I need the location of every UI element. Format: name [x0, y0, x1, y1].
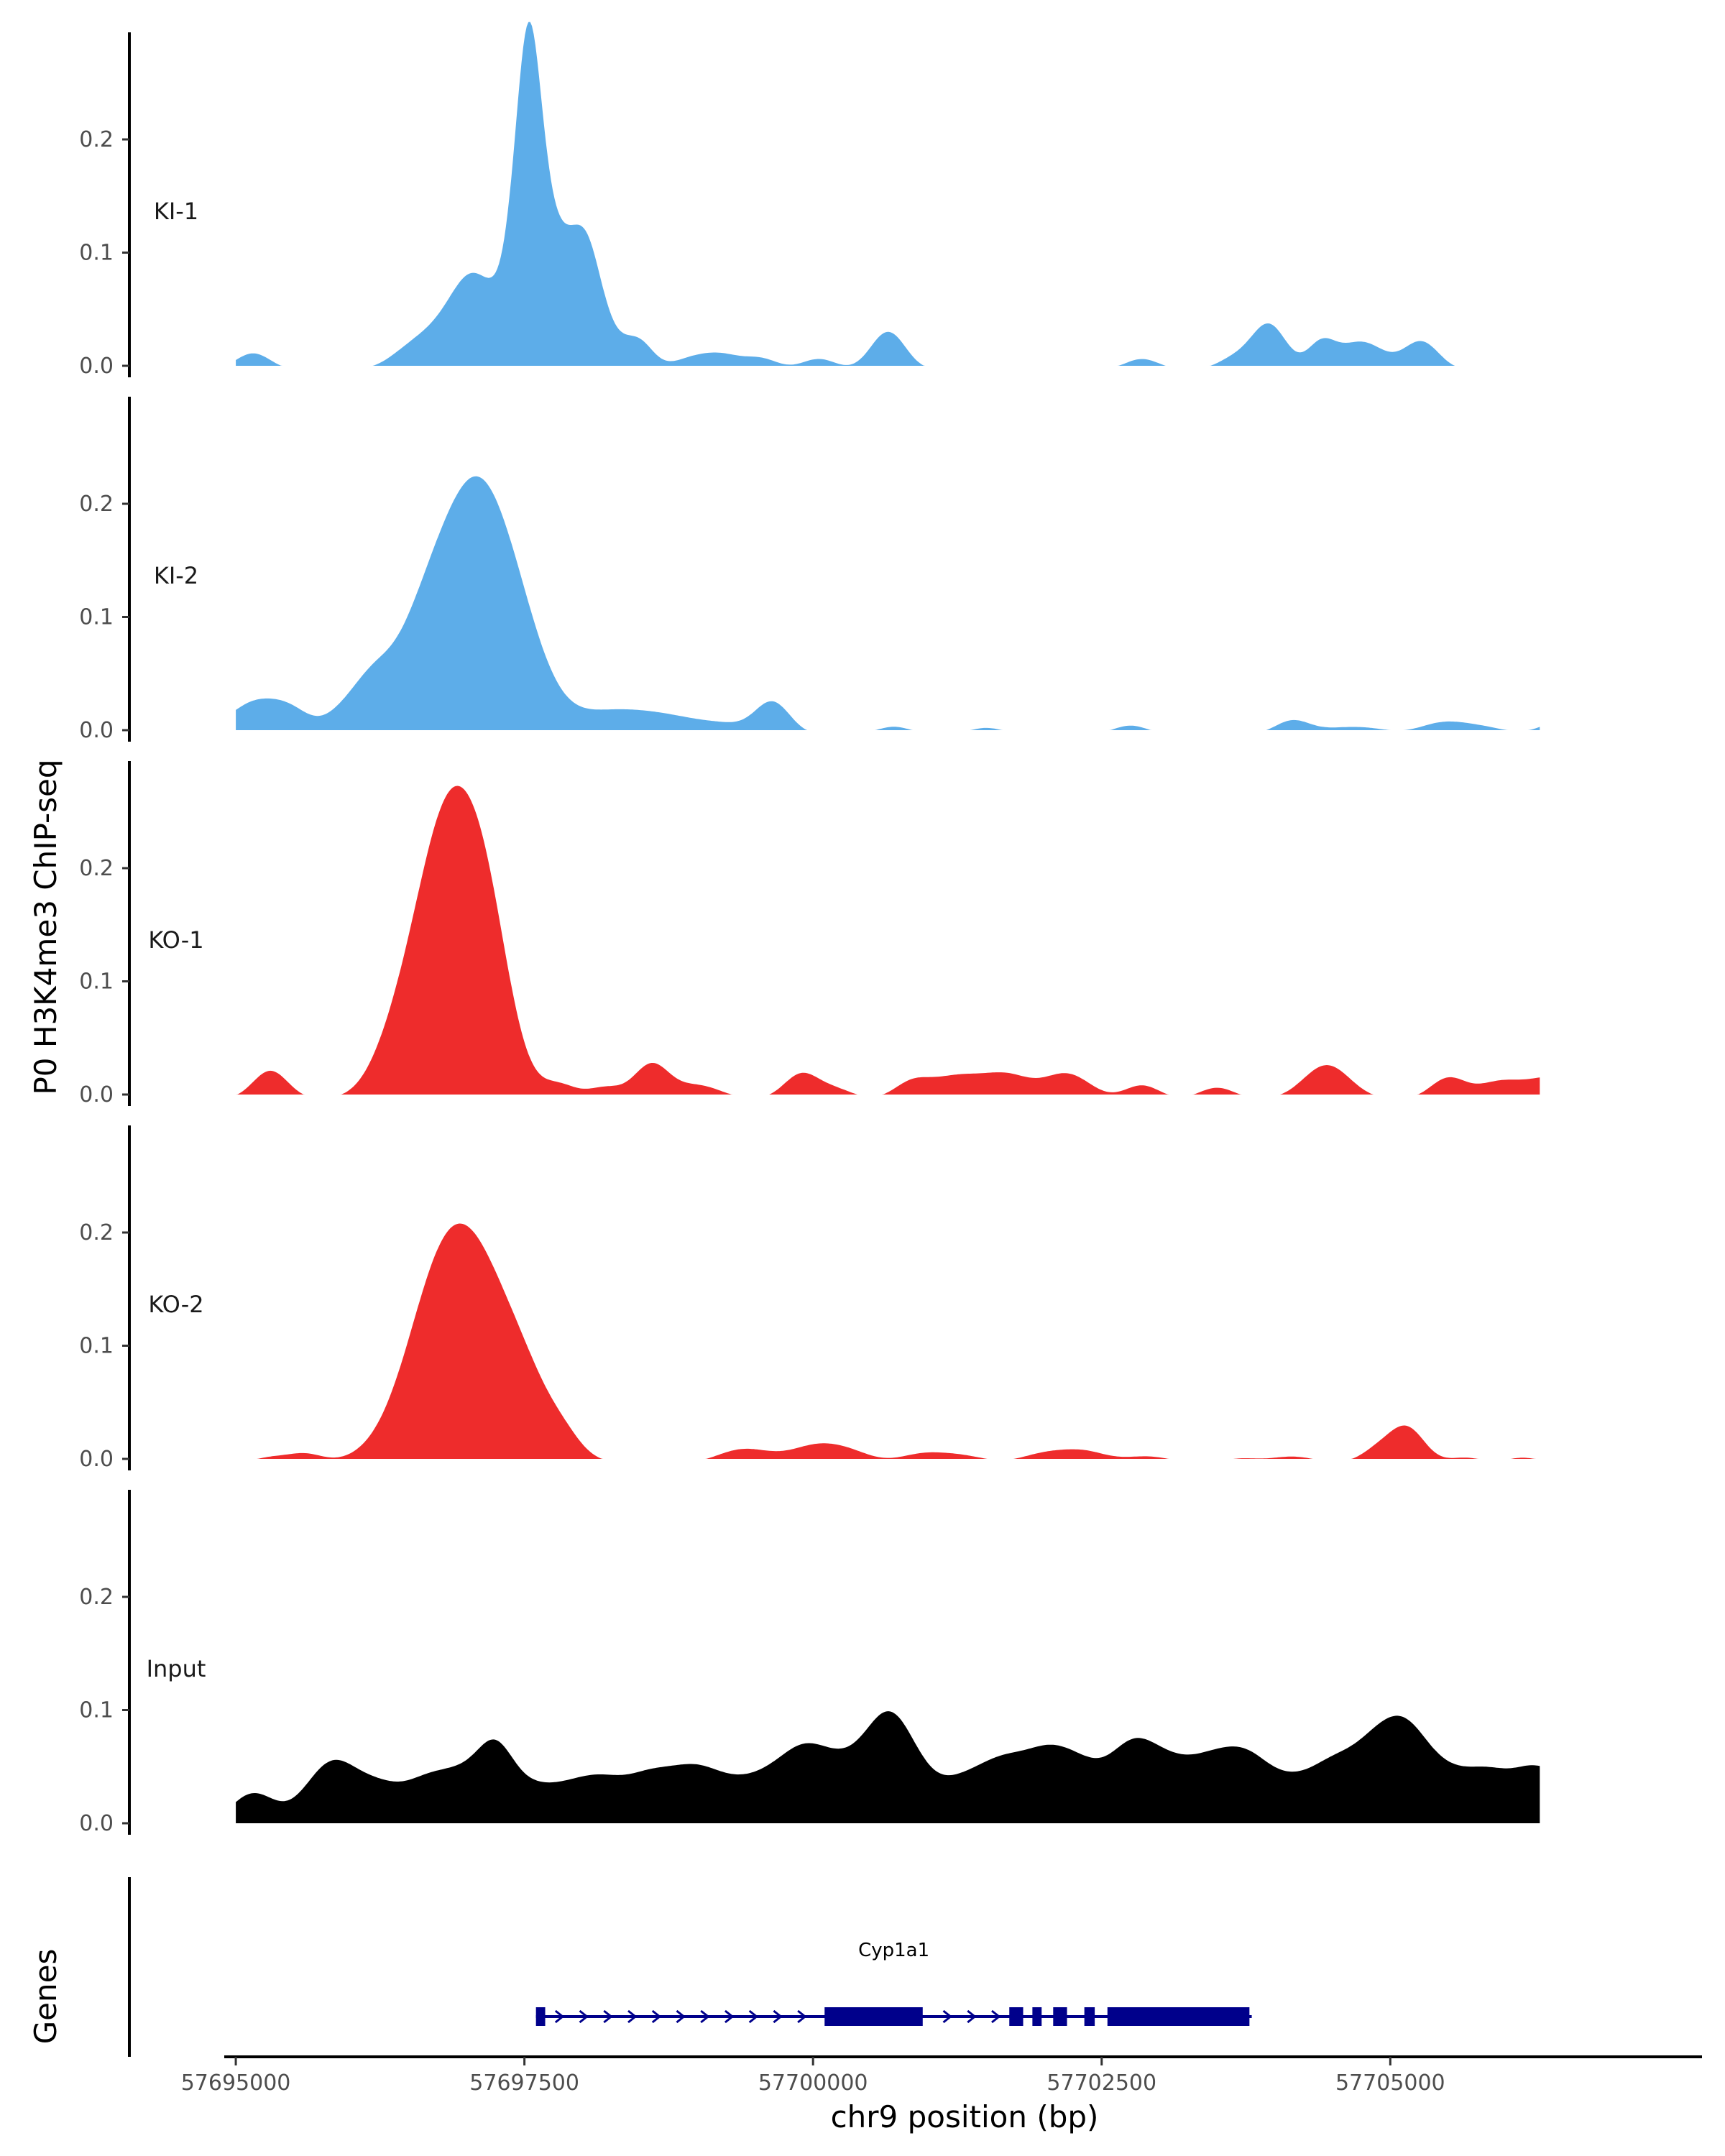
coverage-area	[236, 1711, 1540, 1823]
strand-arrow	[603, 2009, 613, 2024]
coverage-area	[236, 22, 1540, 366]
strand-arrow	[967, 2009, 977, 2024]
strand-arrow	[991, 2009, 1001, 2024]
tracks-group: 0.00.10.2KI-10.00.10.2KI-20.00.10.2KO-10…	[79, 22, 1540, 1836]
coverage-area	[236, 1223, 1540, 1459]
track-ki-1: 0.0 0.1 0.2 KI-1	[79, 22, 1540, 379]
strand-arrow	[554, 2009, 565, 2024]
gene-exon	[1009, 2007, 1024, 2026]
track-label: KO-2	[148, 1291, 203, 1318]
track-label: KO-1	[148, 926, 203, 954]
strand-arrow	[748, 2009, 759, 2024]
strand-arrow	[676, 2009, 686, 2024]
y-tick-label: 0.1	[79, 969, 114, 995]
track-label: KI-2	[154, 562, 198, 589]
track-ko-2: 0.0 0.1 0.2 KO-2	[79, 1125, 1540, 1472]
y-tick-label: 0.0	[79, 1811, 114, 1836]
strand-arrow	[651, 2009, 662, 2024]
x-tick-label: 57702500	[1046, 2070, 1156, 2096]
x-tick-label: 57695000	[181, 2070, 291, 2096]
y-tick-label: 0.2	[79, 127, 114, 152]
x-tick-label: 57705000	[1335, 2070, 1445, 2096]
x-axis: 57695000 57697500 57700000 57702500 57705000	[181, 2055, 1702, 2096]
y-tick-label: 0.0	[79, 718, 114, 743]
genes-axis-title: Genes	[28, 1949, 63, 2045]
y-axis-title: P0 H3K4me3 ChIP-seq	[28, 759, 63, 1095]
y-tick-label: 0.0	[79, 1082, 114, 1107]
strand-arrow	[700, 2009, 710, 2024]
gene-exon	[824, 2007, 923, 2026]
y-tick-label: 0.2	[79, 492, 114, 517]
track-input: 0.0 0.1 0.2 Input	[79, 1490, 1540, 1836]
track-label: KI-1	[154, 198, 198, 225]
track-label: Input	[147, 1655, 206, 1682]
y-tick-label: 0.2	[79, 1220, 114, 1245]
track-ki-2: 0.0 0.1 0.2 KI-2	[79, 397, 1540, 743]
gene-exon	[1084, 2007, 1095, 2026]
x-axis-title: chr9 position (bp)	[831, 2099, 1099, 2134]
y-tick-label: 0.0	[79, 354, 114, 379]
y-tick-label: 0.1	[79, 1334, 114, 1359]
strand-arrow	[627, 2009, 638, 2024]
x-tick-label: 57700000	[758, 2070, 868, 2096]
y-tick-label: 0.1	[79, 241, 114, 266]
strand-arrow	[942, 2009, 952, 2024]
strand-arrow	[773, 2009, 783, 2024]
y-tick-label: 0.2	[79, 1585, 114, 1610]
track-ko-1: 0.0 0.1 0.2 KO-1	[79, 761, 1540, 1107]
gene-panel: Cyp1a1	[128, 1877, 1252, 2057]
coverage-area	[236, 786, 1540, 1095]
gene-exon	[535, 2007, 546, 2026]
gene-exon	[1053, 2007, 1067, 2026]
x-tick-label: 57697500	[469, 2070, 579, 2096]
y-tick-label: 0.0	[79, 1447, 114, 1472]
strand-arrow	[724, 2009, 735, 2024]
strand-arrow	[579, 2009, 589, 2024]
gene-label: Cyp1a1	[858, 1940, 929, 1961]
gene-exon	[1032, 2007, 1042, 2026]
gene-exon	[1107, 2007, 1250, 2026]
y-tick-label: 0.2	[79, 856, 114, 881]
strand-arrow	[797, 2009, 807, 2024]
y-tick-label: 0.1	[79, 1698, 114, 1723]
y-tick-label: 0.1	[79, 605, 114, 630]
coverage-area	[236, 476, 1540, 730]
